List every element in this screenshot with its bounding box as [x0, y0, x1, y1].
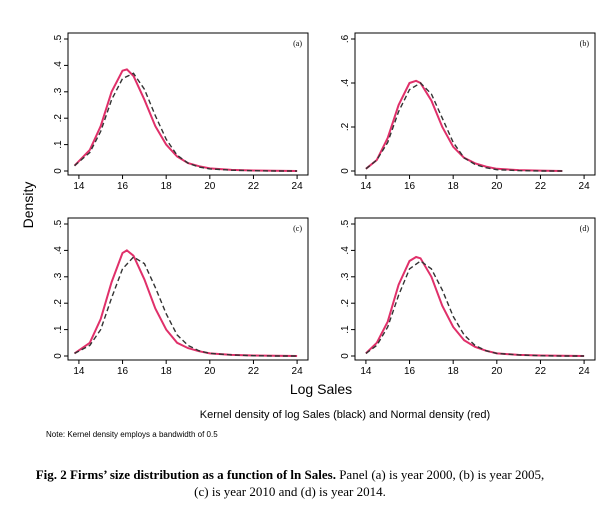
panel-a-xtick-label: 16 — [117, 181, 129, 192]
panel-d-xtick-label: 16 — [404, 366, 416, 377]
panel-b-ytick-label: .4 — [340, 78, 351, 87]
caption-bold: Fig. 2 Firms’ size distribution as a fun… — [35, 467, 336, 482]
panel-c-kernel-density-line — [74, 256, 298, 357]
panel-b-xtick-label: 18 — [448, 181, 460, 192]
panel-a-ytick-label: .3 — [53, 87, 64, 96]
panel-b-tag: (b) — [580, 39, 590, 48]
panel-d-ytick-label: .2 — [340, 299, 351, 308]
panel-b-ytick-label: 0 — [340, 168, 351, 174]
panel-b-xtick-label: 14 — [360, 181, 372, 192]
panel-b-kernel-density-line — [365, 82, 563, 172]
panel-c-ytick-label: .2 — [53, 299, 64, 308]
bandwidth-note: Note: Kernel density employs a bandwidth… — [46, 430, 218, 439]
panel-b-ytick-label: .6 — [340, 34, 351, 43]
panel-d-xtick-label: 24 — [579, 366, 591, 377]
panel-a-ytick-label: .1 — [53, 140, 64, 149]
panel-a: 14 16 18 20 22 24 0 .1 .2 .3 .4 .5 (a) — [53, 32, 309, 192]
panel-a-xtick-label: 20 — [204, 181, 216, 192]
panel-c-ytick-label: .1 — [53, 325, 64, 334]
panel-c-xtick-label: 16 — [117, 366, 129, 377]
panel-c-xtick-label: 18 — [161, 366, 173, 377]
legend-note: Kernel density of log Sales (black) and … — [200, 409, 490, 421]
panel-b: 14 16 18 20 22 24 0 .2 .4 .6 (b) — [340, 32, 596, 192]
panel-d-tag: (d) — [580, 224, 590, 233]
panel-b-xtick-label: 16 — [404, 181, 416, 192]
panel-d-xtick-label: 20 — [491, 366, 503, 377]
panel-d-xtick-label: 18 — [448, 366, 460, 377]
panel-c: 14 16 18 20 22 24 0 .1 .2 .3 .4 .5 (c) — [53, 217, 309, 377]
panel-c-ytick-label: 0 — [53, 353, 64, 359]
panel-a-tag: (a) — [293, 39, 302, 48]
panel-c-ytick-label: .4 — [53, 246, 64, 255]
panel-a-xtick-label: 14 — [73, 181, 85, 192]
y-axis-main-label: Density — [20, 182, 36, 229]
panel-a-ytick-label: .4 — [53, 61, 64, 70]
panel-b-xtick-label: 22 — [535, 181, 547, 192]
panel-b-normal-density-line — [365, 79, 563, 172]
panel-c-xtick-label: 24 — [292, 366, 304, 377]
figure-caption: Fig. 2 Firms’ size distribution as a fun… — [30, 466, 550, 500]
panel-b-xtick-label: 20 — [491, 181, 503, 192]
panel-d-xtick-label: 22 — [535, 366, 547, 377]
panel-c-tag: (c) — [293, 224, 302, 233]
panels-group: 14 16 18 20 22 24 0 .1 .2 .3 .4 .5 (a) 14 16 18 20 22 24 0.… — [53, 32, 596, 377]
panel-d-ytick-label: .4 — [340, 246, 351, 255]
panel-a-xtick-label: 18 — [161, 181, 173, 192]
panel-a-kernel-density-line — [74, 72, 298, 172]
panel-c-frame — [67, 217, 309, 361]
panel-b-xtick-label: 24 — [579, 181, 591, 192]
panel-a-ytick-label: .2 — [53, 114, 64, 123]
panel-c-xtick-label: 20 — [204, 366, 216, 377]
panel-b-ytick-label: .2 — [340, 122, 351, 131]
panel-c-ytick-label: .5 — [53, 219, 64, 228]
panel-d-ytick-label: .5 — [340, 219, 351, 228]
panel-d-frame — [354, 217, 596, 361]
panel-d-ytick-label: .3 — [340, 272, 351, 281]
panel-a-ytick-label: 0 — [53, 168, 64, 174]
panel-d-ytick-label: .1 — [340, 325, 351, 334]
panel-b-frame — [354, 32, 596, 176]
panel-c-xtick-label: 22 — [248, 366, 260, 377]
x-axis-main-label: Log Sales — [290, 381, 352, 397]
panel-d-xtick-label: 14 — [360, 366, 372, 377]
panel-a-xtick-label: 22 — [248, 181, 260, 192]
panel-a-frame — [67, 32, 309, 176]
panel-a-xtick-label: 24 — [292, 181, 304, 192]
panel-d-kernel-density-line — [365, 260, 585, 357]
panel-c-xtick-label: 14 — [73, 366, 85, 377]
panel-a-ytick-label: .5 — [53, 34, 64, 43]
panel-d: 14 16 18 20 22 24 0 .1 .2 .3 .4 .5 (d) — [340, 217, 596, 377]
caption-rest: Panel (a) is year 2000, (b) is year 2005… — [194, 467, 545, 499]
panel-c-ytick-label: .3 — [53, 272, 64, 281]
panel-d-ytick-label: 0 — [340, 353, 351, 359]
panel-d-normal-density-line — [365, 255, 585, 357]
